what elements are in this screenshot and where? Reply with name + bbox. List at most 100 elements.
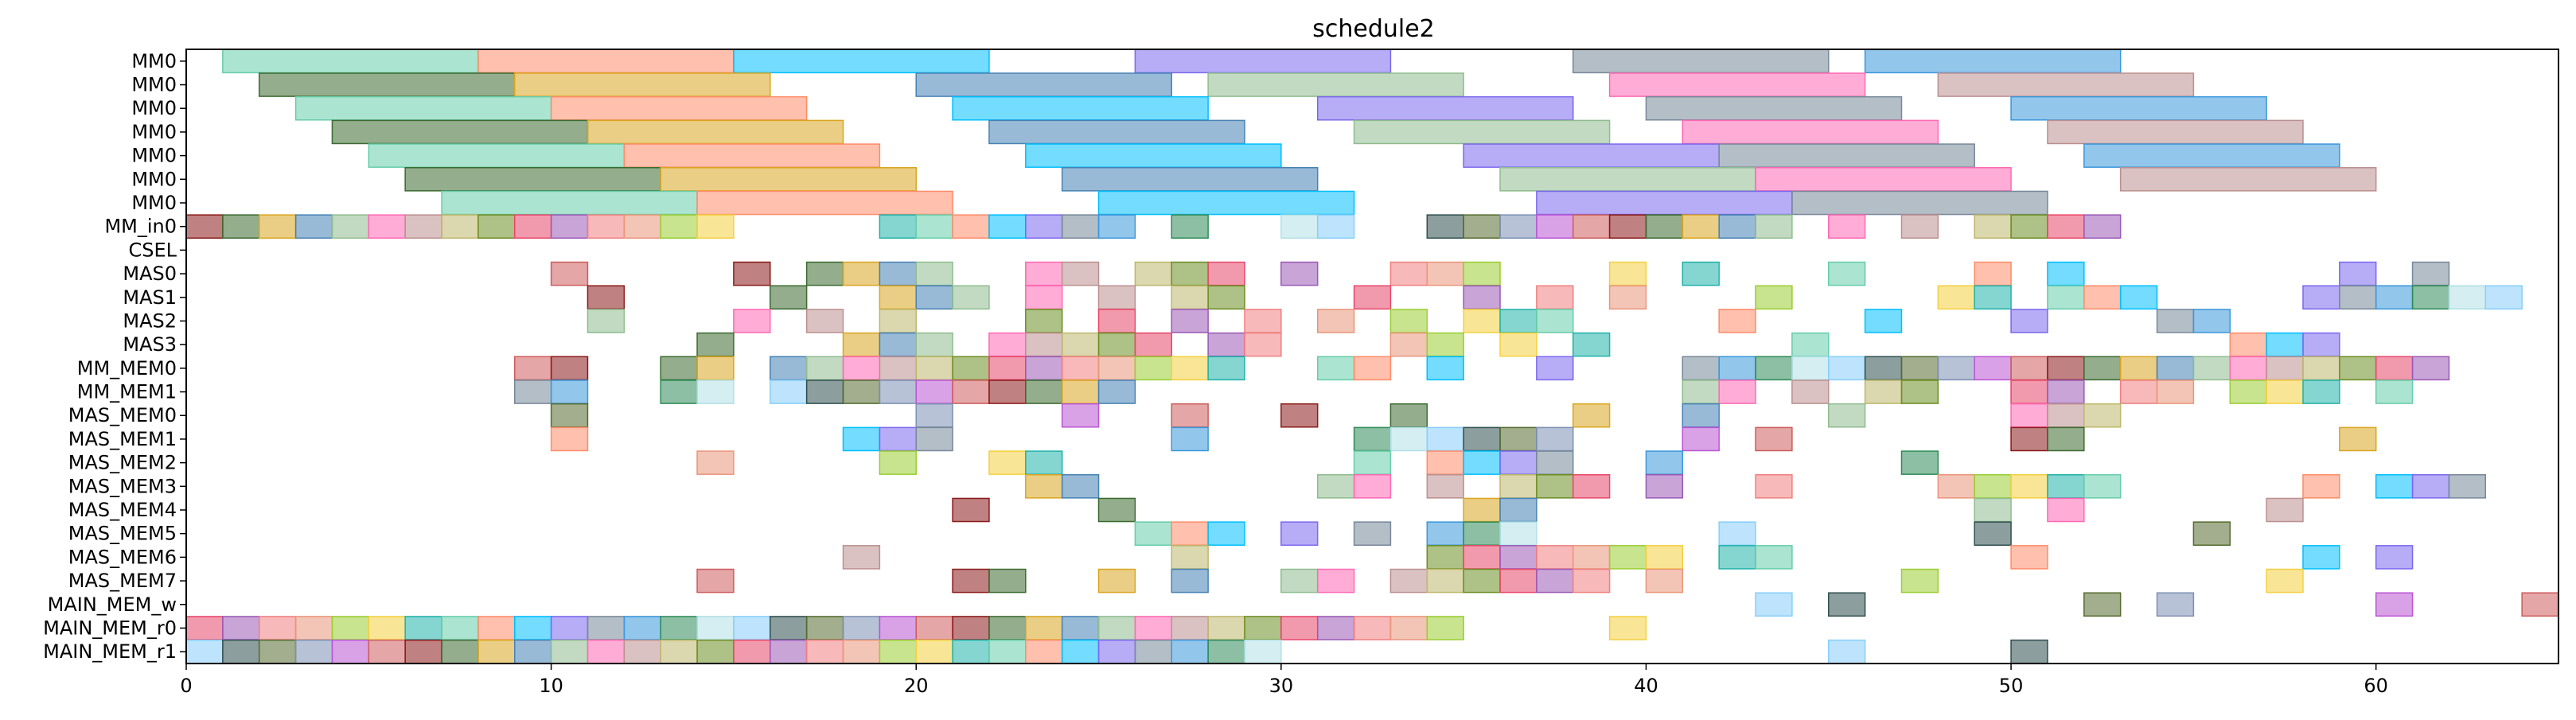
- task-bar-mas-mem1-r16-6: [1389, 426, 1428, 452]
- task-bar-mas0-r9-8: [1134, 261, 1173, 286]
- task-bar-mas-mem6-r21-10: [1755, 545, 1793, 570]
- task-bar-mas3-r12-18: [2302, 332, 2340, 357]
- task-bar-mas1-r10-5: [1025, 285, 1063, 310]
- task-bar-mm-in0-r7-28: [1536, 214, 1574, 239]
- task-bar-mm0-r4-2: [1025, 143, 1282, 168]
- task-bar-mas2-r11-10: [1463, 309, 1501, 333]
- task-bar-mas-mem7-r22-10: [1499, 568, 1537, 594]
- task-bar-mas-mem2-r17-2: [988, 450, 1027, 475]
- y-tick-label-mas-mem3-18: MAS_MEM3: [68, 475, 177, 497]
- task-bar-mas0-r9-13: [1426, 261, 1464, 286]
- task-bar-mm-in0-r7-31: [1645, 214, 1684, 239]
- x-tick-label-10: 10: [539, 675, 563, 697]
- task-bar-main-mem-w-r23-5: [2521, 592, 2559, 617]
- task-bar-mm0-r5-1: [660, 167, 917, 192]
- x-tick-label-20: 20: [904, 675, 929, 697]
- task-bar-mm-in0-r7-19: [1025, 214, 1063, 239]
- task-bar-mas-mem3-r18-2: [1316, 474, 1355, 499]
- task-bar-mas-mem7-r22-0: [696, 568, 735, 594]
- task-bar-mas-mem4-r19-0: [952, 497, 990, 523]
- task-bar-mas1-r10-2: [879, 285, 917, 310]
- task-bar-mm-in0-r7-8: [477, 214, 516, 239]
- task-bar-mas-mem1-r16-1: [842, 426, 881, 452]
- task-bar-main-mem-r0-r24-11: [587, 616, 625, 640]
- task-bar-mm-mem1-r14-1: [550, 379, 589, 404]
- task-bar-mas-mem6-r21-1: [1171, 545, 1209, 570]
- task-bar-mm-mem0-r13-4: [770, 356, 808, 381]
- task-bar-mm-mem1-r14-0: [514, 379, 552, 404]
- y-tick-label-mm-mem0-13: MM_MEM0: [77, 357, 177, 379]
- y-tick-label-mm0-4: MM0: [131, 145, 177, 167]
- chart-title: schedule2: [1312, 15, 1435, 43]
- y-tick-label-mm-mem1-14: MM_MEM1: [77, 381, 177, 403]
- task-bar-main-mem-r0-r24-1: [222, 616, 260, 640]
- task-bar-mm0-r2-2: [952, 95, 1209, 121]
- task-bar-main-mem-r0-r24-7: [441, 616, 479, 640]
- task-bar-main-mem-r1-r25-28: [1207, 639, 1245, 664]
- task-bar-mm-mem1-r14-26: [2375, 379, 2414, 404]
- task-bar-mas-mem4-r19-6: [2266, 497, 2304, 523]
- task-bar-mas-mem1-r16-0: [550, 426, 589, 452]
- task-bar-mas-mem0-r15-8: [1828, 403, 1866, 428]
- task-bar-mm-mem1-r14-14: [1682, 379, 1720, 404]
- task-bar-mm-mem1-r14-15: [1718, 379, 1756, 404]
- task-bar-mas0-r9-14: [1463, 261, 1501, 286]
- y-tick-label-mas-mem1-16: MAS_MEM1: [68, 428, 177, 450]
- task-bar-mm0-r2-1: [550, 95, 808, 121]
- y-tick-label-csel-8: CSEL: [128, 239, 177, 261]
- task-bar-main-mem-r1-r25-21: [952, 639, 990, 664]
- task-bar-mas0-r9-20: [2339, 261, 2377, 286]
- task-bar-mas-mem7-r22-2: [988, 568, 1027, 594]
- task-bar-mas-mem1-r16-13: [2010, 426, 2048, 452]
- task-bar-mas-mem3-r18-14: [2083, 474, 2122, 499]
- task-bar-mm-mem1-r14-17: [1864, 379, 1903, 404]
- task-bar-mm-mem0-r13-22: [1718, 356, 1756, 381]
- task-bar-mas-mem4-r19-4: [1974, 497, 2012, 523]
- task-bar-mm-in0-r7-40: [2083, 214, 2122, 239]
- task-bar-mas1-r10-19: [2302, 285, 2340, 310]
- task-bar-mm-mem0-r13-21: [1682, 356, 1720, 381]
- task-bar-main-mem-r0-r24-9: [514, 616, 552, 640]
- task-bar-mm0-r5-5: [2119, 167, 2377, 192]
- task-bar-mas1-r10-23: [2448, 285, 2487, 310]
- task-bar-mm-in0-r7-2: [258, 214, 297, 239]
- task-bar-mas1-r10-16: [2047, 285, 2085, 310]
- task-bar-mas-mem6-r21-7: [1608, 545, 1647, 570]
- task-bar-mas3-r12-9: [1207, 332, 1245, 357]
- task-bar-mas-mem0-r15-10: [2047, 403, 2085, 428]
- y-tick-label-mas-mem7-22: MAS_MEM7: [68, 570, 177, 592]
- task-bar-main-mem-r0-r24-13: [660, 616, 698, 640]
- task-bar-mas1-r10-3: [915, 285, 953, 310]
- task-bar-main-mem-r0-r24-27: [1171, 616, 1209, 640]
- task-bar-mas0-r9-9: [1171, 261, 1209, 286]
- task-bar-mas2-r11-5: [1097, 309, 1136, 333]
- task-bar-mm-mem0-r13-32: [2083, 356, 2122, 381]
- task-bar-mas-mem5-r20-4: [1353, 521, 1392, 546]
- task-bar-mas3-r12-7: [1097, 332, 1136, 357]
- task-bar-main-mem-r1-r25-17: [805, 639, 844, 664]
- task-bar-main-mem-r0-r24-33: [1389, 616, 1428, 640]
- task-bar-mas2-r11-6: [1171, 309, 1209, 333]
- task-bar-main-mem-r0-r24-23: [1025, 616, 1063, 640]
- task-bar-mm-in0-r7-35: [1828, 214, 1866, 239]
- task-bar-mm0-r0-5: [1864, 49, 2122, 74]
- task-bar-mas3-r12-2: [879, 332, 917, 357]
- task-bar-main-mem-r1-r25-20: [915, 639, 953, 664]
- task-bar-mm-in0-r7-6: [404, 214, 442, 239]
- task-bar-mas-mem5-r20-7: [1499, 521, 1537, 546]
- task-bar-main-mem-r0-r24-17: [805, 616, 844, 640]
- task-bar-mm0-r5-0: [404, 167, 661, 192]
- task-bar-mas-mem1-r16-12: [1755, 426, 1793, 452]
- task-bar-mas-mem0-r15-9: [2010, 403, 2048, 428]
- task-bar-mm-mem0-r13-7: [879, 356, 917, 381]
- task-bar-mas-mem6-r21-4: [1499, 545, 1537, 570]
- task-bar-mas1-r10-6: [1097, 285, 1136, 310]
- task-bar-main-mem-r1-r25-19: [879, 639, 917, 664]
- task-bar-mas2-r11-2: [805, 309, 844, 333]
- task-bar-mm0-r1-0: [258, 72, 516, 97]
- task-bar-main-mem-r0-r24-12: [623, 616, 661, 640]
- task-bar-mas-mem7-r22-5: [1280, 568, 1319, 594]
- task-bar-mas3-r12-11: [1389, 332, 1428, 357]
- task-bar-mas2-r11-17: [2192, 309, 2231, 333]
